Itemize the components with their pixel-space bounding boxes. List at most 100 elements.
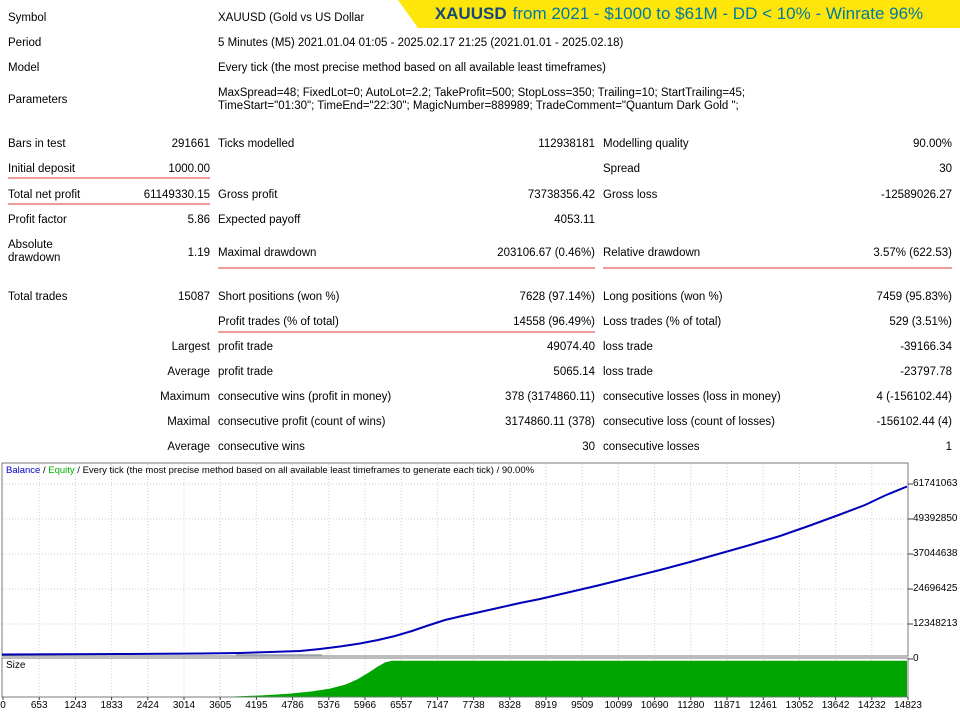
table-row: Total trades 15087 Short positions (won … [0,289,960,313]
table-row: Maximal consecutive profit (count of win… [0,414,960,438]
stat-keyword: Average [167,366,210,378]
info-value: XAUUSD (Gold vs US Dollar [218,12,365,24]
size-panel-label: Size [6,660,26,671]
table-row: Initial deposit 1000.00 Spread 30 [0,161,960,185]
stat-label: Profit trades (% of total) [218,316,339,328]
info-label: Model [8,62,40,74]
x-tick-label: 14823 [894,700,922,711]
stat-label: Total net profit [8,189,81,201]
stat-keyword: Maximal [167,416,210,428]
balance-line [1,485,908,656]
x-tick-label: 5966 [353,700,377,711]
x-tick-label: 3014 [172,700,196,711]
x-tick-label: 13052 [785,700,814,711]
table-row: Period 5 Minutes (M5) 2021.01.04 01:05 -… [0,35,960,59]
legend-equity: Equity [48,465,75,476]
y-axis-label: 61741063 [913,478,958,489]
promo-banner: XAUUSD from 2021 - $1000 to $61M - DD < … [398,0,960,28]
stat-value: -12589026.27 [881,189,952,201]
stat-value: 4053.11 [554,214,595,226]
table-row: Total net profit 61149330.15 Gross profi… [0,187,960,211]
legend-separator: / [40,465,49,476]
stat-label: consecutive wins [218,441,305,453]
stat-value: 15087 [178,291,210,303]
stat-value: 3174860.11 (378) [505,416,595,428]
stat-value: 73738356.42 [527,189,595,201]
stat-value: 1.19 [187,247,210,259]
info-label: Period [8,37,42,49]
stat-value: 7628 (97.14%) [519,291,595,303]
stat-label: consecutive loss (count of losses) [603,416,775,428]
balance-chart: Balance / Equity / Every tick (the most … [0,462,960,720]
x-axis-labels: 0 653 1243 1833 2424 3014 3605 4195 4786 5376 5966… [0,700,960,716]
table-row: Bars in test 291661 Ticks modelled 11293… [0,136,960,160]
stat-label: Modelling quality [603,138,689,150]
stat-label: Absolute drawdown [8,239,61,264]
stat-label: Maximal drawdown [218,247,317,259]
banner-symbol: XAUUSD [434,4,507,23]
stat-label: Relative drawdown [603,247,701,259]
stat-value: 112938181 [538,138,595,150]
table-row: Maximum consecutive wins (profit in mone… [0,389,960,413]
stat-value: 4 (-156102.44) [876,391,952,403]
x-tick-label: 0 [0,700,6,711]
stat-label: consecutive wins (profit in money) [218,391,392,403]
x-tick-label: 4786 [281,700,304,711]
x-tick-label: 3605 [209,700,232,711]
stat-value: 203106.67 (0.46%) [497,247,595,259]
info-value: Every tick (the most precise method base… [218,62,606,74]
stat-value: 7459 (95.83%) [876,291,952,303]
stat-value: -156102.44 (4) [876,416,952,428]
y-axis-label: 24696425 [913,583,958,594]
stat-keyword: Maximum [160,391,210,403]
x-tick-label: 1833 [100,700,123,711]
y-axis-label: 12348213 [913,618,958,629]
legend-description: / Every tick (the most precise method ba… [74,465,535,476]
stat-label: loss trade [603,366,653,378]
x-tick-label: 14232 [857,700,886,711]
stat-value: 90.00% [912,138,952,150]
table-row: Parameters MaxSpread=48; FixedLot=0; Aut… [0,85,960,127]
stat-keyword: Average [167,441,210,453]
stat-value: 529 (3.51%) [889,316,952,328]
x-tick-label: 653 [30,700,48,711]
stat-label: Loss trades (% of total) [603,316,722,328]
stat-label: Gross loss [603,189,658,201]
stat-value: 1000.00 [168,163,210,175]
chart-canvas [1,462,913,700]
x-tick-label: 4195 [245,700,268,711]
y-axis-label: 49392850 [913,513,958,524]
table-row: Profit trades (% of total) 14558 (96.49%… [0,314,960,338]
table-row: Model Every tick (the most precise metho… [0,60,960,84]
underline-total-net-profit [8,203,210,205]
stat-value: 14558 (96.49%) [513,316,595,328]
stat-value: 378 (3174860.11) [505,391,595,403]
stat-label: profit trade [218,366,273,378]
stat-label: consecutive losses [603,441,700,453]
stat-value: 61149330.15 [143,189,210,201]
table-row: Average consecutive wins 30 consecutive … [0,439,960,463]
stat-value: -39166.34 [900,341,952,353]
table-row: Absolute drawdown 1.19 Maximal drawdown … [0,237,960,271]
stat-value: 1 [945,441,952,453]
stat-label: Total trades [8,291,68,303]
table-row: Profit factor 5.86 Expected payoff 4053.… [0,212,960,236]
chart-legend: Balance / Equity / Every tick (the most … [6,465,534,476]
size-area [230,660,907,697]
stat-label: Long positions (won %) [603,291,723,303]
x-tick-label: 5376 [317,700,340,711]
stat-label: consecutive profit (count of wins) [218,416,386,428]
x-tick-label: 11871 [713,700,741,711]
x-tick-label: 12461 [749,700,778,711]
x-tick-label: 9509 [571,700,594,711]
underline-maximal-drawdown [218,267,595,269]
stat-label: Spread [603,163,641,175]
x-tick-label: 11280 [677,700,705,711]
underline-relative-drawdown [603,267,952,269]
stat-value: 30 [939,163,952,175]
stat-value: -23797.78 [900,366,952,378]
stat-label: Expected payoff [218,214,301,226]
x-tick-label: 8328 [498,700,521,711]
banner-subtitle: from 2021 - $1000 to $61M - DD < 10% - W… [512,4,924,23]
underline-initial-deposit [8,177,210,179]
